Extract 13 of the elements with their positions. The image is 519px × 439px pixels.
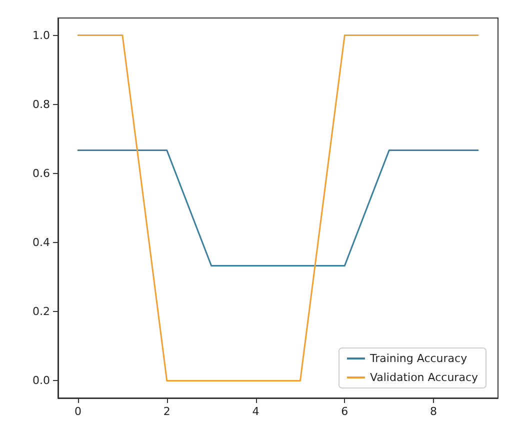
- x-tick-label: 0: [74, 405, 82, 418]
- x-tick-label: 2: [163, 405, 170, 418]
- y-tick-label: 0.6: [32, 166, 50, 180]
- y-tick-label: 0.2: [32, 305, 50, 318]
- x-tick-label: 8: [430, 405, 438, 418]
- x-tick-label: 6: [341, 405, 348, 418]
- y-tick-label: 0.8: [32, 98, 50, 111]
- legend-label: Training Accuracy: [368, 352, 468, 365]
- y-tick-label: 1.0: [32, 28, 50, 42]
- legend-label: Validation Accuracy: [370, 371, 478, 384]
- y-tick-label: 0.0: [32, 374, 50, 388]
- y-tick-label: 0.4: [32, 236, 50, 250]
- x-tick-label: 4: [252, 405, 260, 418]
